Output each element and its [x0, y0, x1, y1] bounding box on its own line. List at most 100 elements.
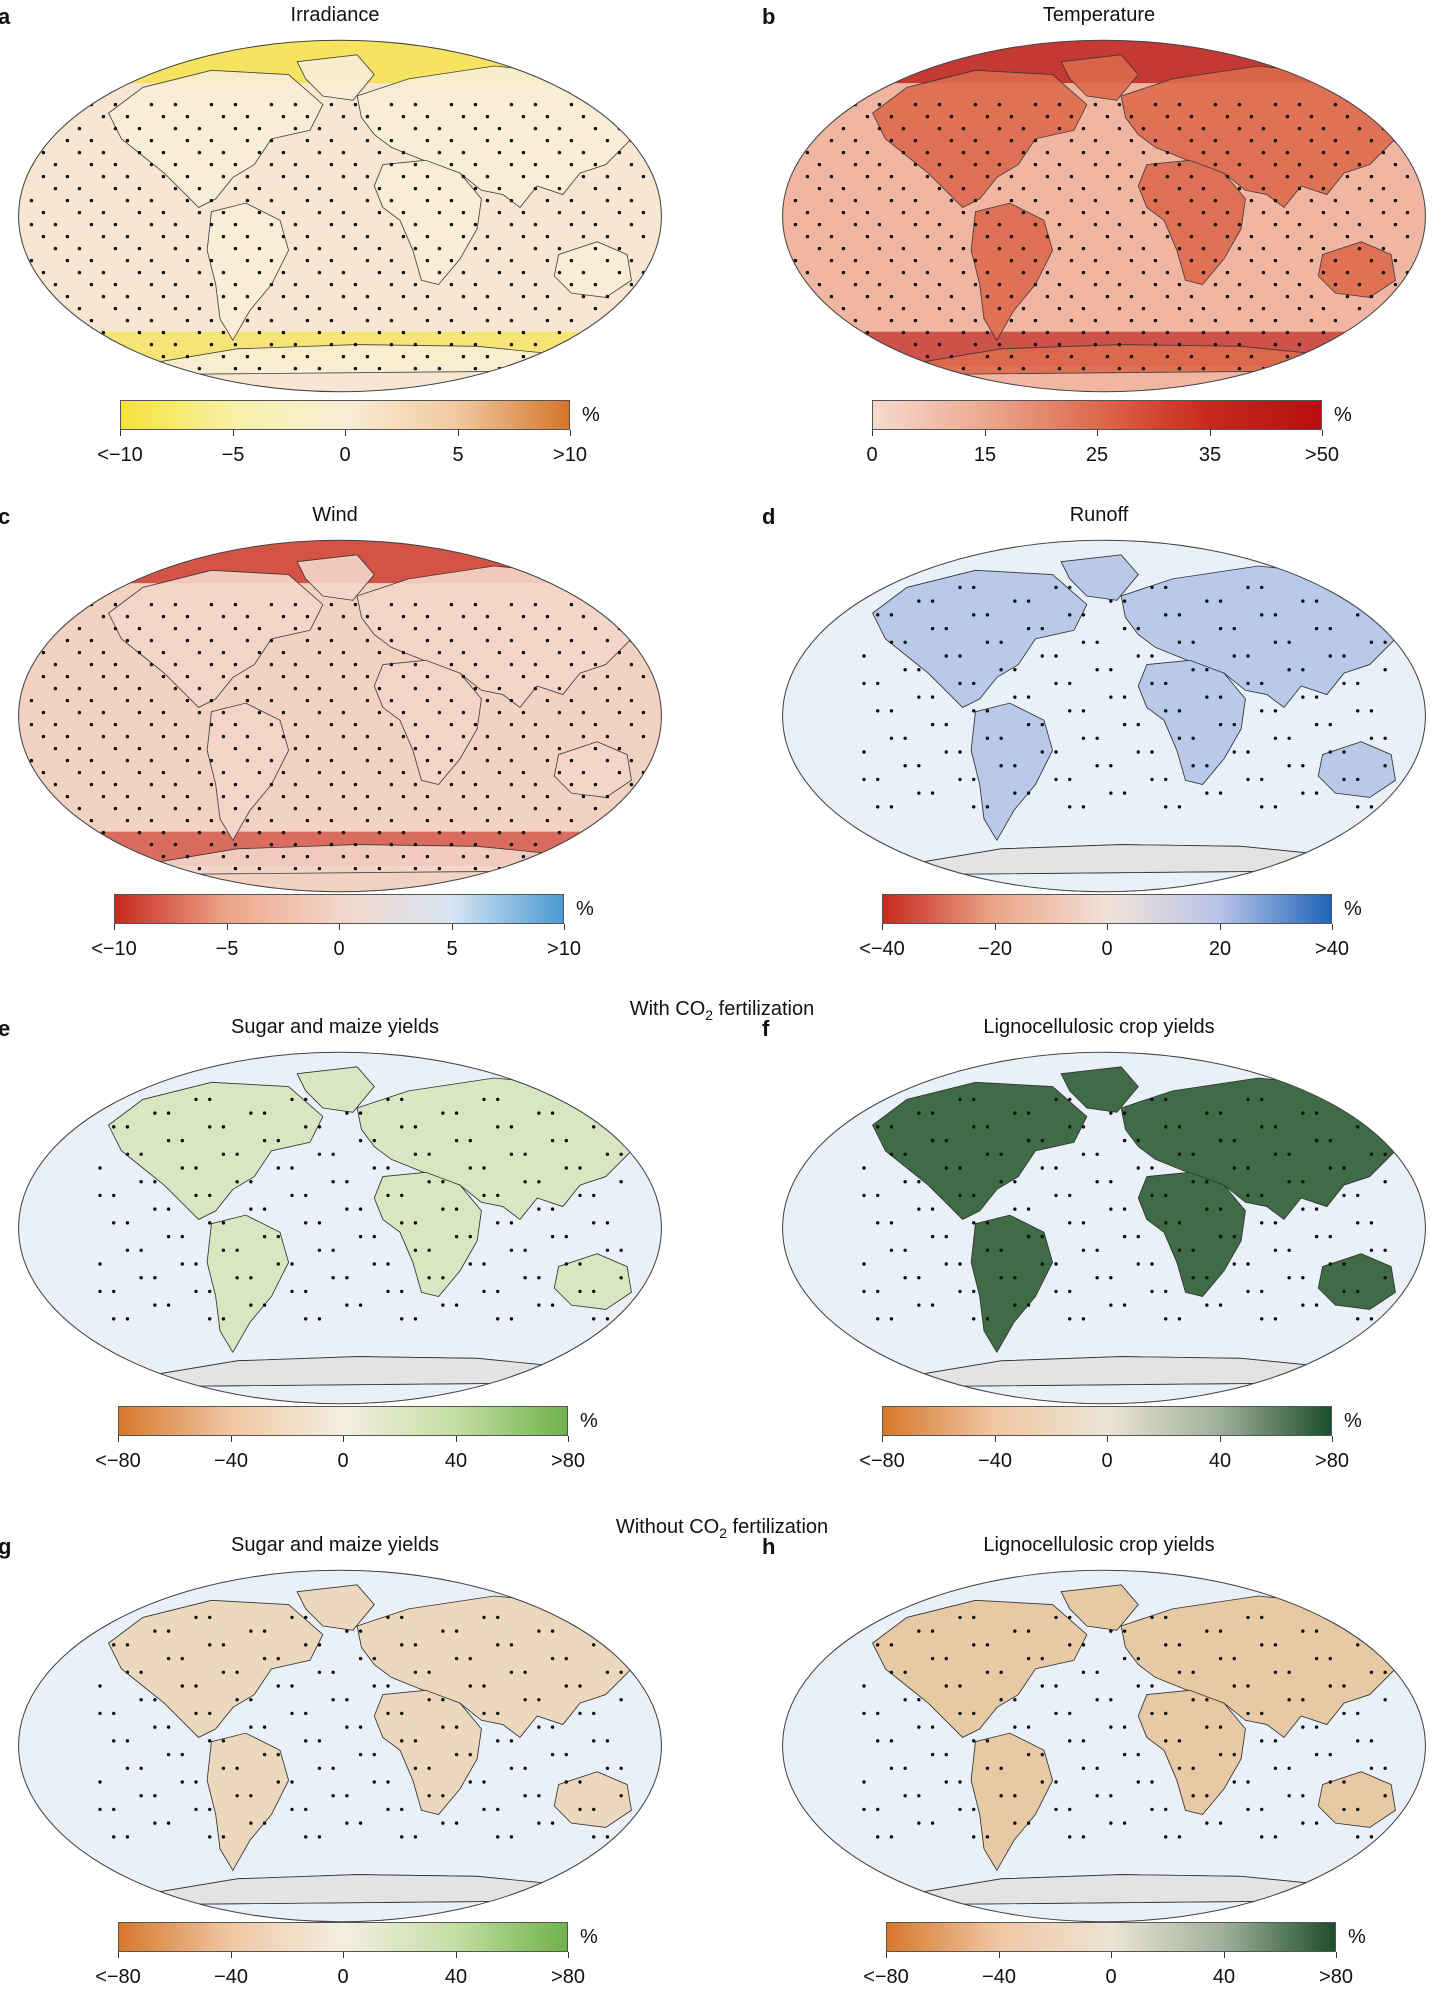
significance-dot — [341, 674, 346, 679]
significance-dot — [372, 1780, 376, 1784]
significance-dot — [305, 818, 310, 823]
significance-dot — [1136, 1262, 1140, 1266]
significance-dot — [1201, 246, 1206, 251]
significance-dot — [153, 1821, 157, 1825]
significance-dot — [1026, 1303, 1031, 1307]
significance-dot — [485, 854, 490, 859]
significance-dot — [473, 602, 478, 607]
significance-dot — [557, 806, 562, 811]
significance-dot — [592, 1711, 596, 1716]
significance-dot — [53, 782, 58, 787]
significance-dot — [641, 330, 646, 335]
significance-dot — [1136, 750, 1140, 754]
significance-dot — [125, 174, 130, 179]
significance-dot — [473, 162, 478, 167]
significance-dot — [1356, 585, 1360, 590]
colorbar-tick-label: >50 — [1305, 444, 1339, 466]
significance-dot — [454, 1656, 459, 1661]
significance-dot — [208, 1289, 212, 1294]
significance-dot — [377, 806, 382, 811]
significance-dot — [53, 722, 58, 727]
significance-dot — [245, 794, 250, 799]
significance-dot — [1068, 1097, 1072, 1102]
significance-dot — [1309, 198, 1314, 203]
significance-dot — [973, 342, 978, 347]
significance-dot — [125, 818, 130, 823]
antarctica — [150, 1356, 615, 1388]
significance-dot — [461, 830, 466, 835]
colorbar-tick-label: >80 — [1315, 1450, 1349, 1472]
significance-dot — [1405, 234, 1410, 239]
significance-dot — [377, 270, 382, 275]
significance-dot — [937, 306, 942, 311]
significance-dot — [1013, 1111, 1017, 1115]
significance-dot — [139, 1276, 143, 1280]
significance-dot — [353, 722, 358, 727]
significance-dot — [221, 1739, 226, 1743]
significance-dot — [593, 602, 598, 607]
significance-dot — [605, 198, 610, 203]
significance-dot — [389, 698, 394, 703]
significance-dot — [1369, 318, 1374, 323]
significance-dot — [1273, 342, 1278, 347]
significance-dot — [1383, 1248, 1387, 1252]
significance-dot — [1013, 1303, 1017, 1307]
significance-dot — [281, 734, 286, 739]
significance-dot — [521, 734, 526, 739]
significance-dot — [1328, 1656, 1332, 1661]
significance-dot — [329, 818, 334, 823]
significance-dot — [537, 1794, 541, 1798]
significance-dot — [1026, 722, 1031, 727]
significance-dot — [985, 150, 990, 155]
significance-dot — [545, 174, 550, 179]
significance-dot — [569, 758, 574, 763]
significance-dot — [877, 366, 882, 371]
significance-dot — [29, 818, 34, 823]
significance-dot — [89, 782, 94, 787]
significance-dot — [377, 830, 382, 835]
significance-dot — [358, 1303, 363, 1307]
significance-dot — [221, 650, 226, 655]
colorbar-tick — [345, 430, 346, 436]
significance-dot — [89, 638, 94, 643]
significance-dot — [113, 626, 118, 631]
significance-dot — [101, 734, 106, 739]
significance-dot — [317, 150, 322, 155]
significance-dot — [841, 246, 846, 251]
significance-dot — [185, 174, 190, 179]
significance-dot — [1393, 102, 1398, 107]
significance-dot — [125, 1670, 130, 1674]
significance-dot — [197, 246, 202, 251]
significance-dot — [509, 818, 514, 823]
significance-dot — [221, 354, 226, 359]
significance-dot — [89, 758, 94, 763]
significance-dot — [161, 854, 166, 859]
significance-dot — [617, 650, 622, 655]
significance-dot — [1261, 186, 1266, 191]
significance-dot — [449, 318, 454, 323]
significance-dot — [425, 234, 430, 239]
significance-dot — [605, 138, 610, 143]
significance-dot — [593, 366, 598, 371]
significance-dot — [461, 270, 466, 275]
significance-dot — [65, 854, 70, 859]
significance-dot — [281, 650, 286, 655]
significance-dot — [817, 282, 822, 287]
significance-dot — [1285, 150, 1290, 155]
significance-dot — [1369, 709, 1374, 713]
significance-dot — [1260, 1193, 1264, 1198]
significance-dot — [1153, 282, 1158, 287]
significance-dot — [1164, 805, 1168, 809]
significance-dot — [1381, 150, 1386, 155]
significance-dot — [281, 614, 286, 619]
significance-dot — [1301, 1303, 1305, 1307]
significance-dot — [41, 114, 46, 119]
significance-dot — [521, 174, 526, 179]
significance-dot — [449, 698, 454, 703]
significance-dot — [592, 1615, 596, 1620]
significance-dot — [1218, 1656, 1223, 1661]
significance-dot — [1177, 1643, 1182, 1647]
significance-dot — [345, 1629, 349, 1633]
significance-dot — [125, 1248, 130, 1252]
significance-dot — [389, 318, 394, 323]
